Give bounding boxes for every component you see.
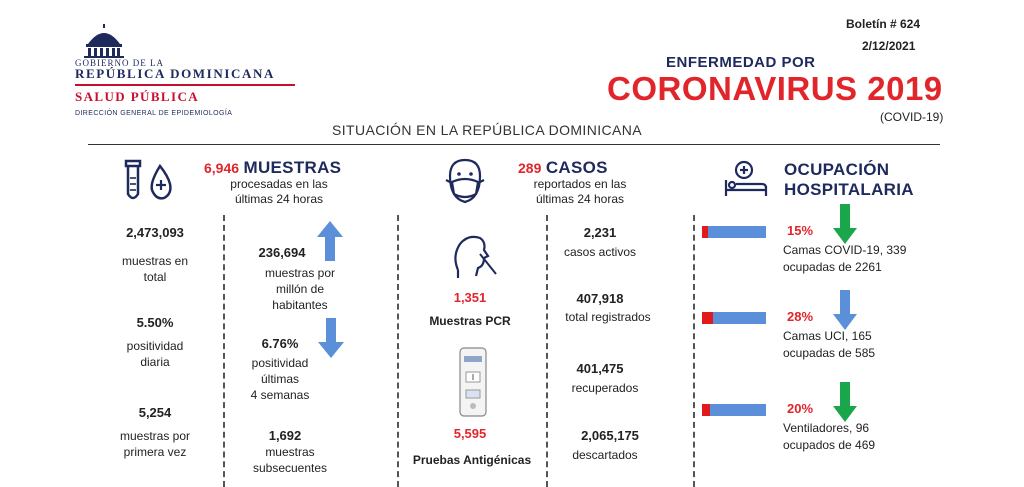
coronavirus-title: CORONAVIRUS 2019 — [607, 70, 943, 107]
occupancy-bar — [702, 312, 766, 324]
muestras-title: MUESTRAS — [243, 158, 342, 177]
arrow-up-icon — [317, 221, 343, 261]
gov-divider — [75, 84, 295, 86]
muestras-millon-label: muestras por millón de habitantes — [240, 265, 360, 313]
subsecuentes-value: 1,692 — [268, 428, 302, 443]
subsecuentes-label: muestras subsecuentes — [240, 444, 340, 476]
pcr-value: 1,351 — [453, 290, 487, 305]
direccion-subtitle: DIRECCIÓN GENERAL DE EPIDEMIOLOGÍA — [75, 110, 233, 117]
arrow-down-icon — [318, 318, 344, 358]
muestras-sub: procesadas en las últimas 24 horas — [214, 177, 344, 207]
occupancy-line2: ocupadas de 585 — [783, 346, 876, 360]
positividad-4sem-label: positividad últimas 4 semanas — [240, 355, 320, 403]
recuperados-value: 401,475 — [576, 361, 624, 376]
descartados-value: 2,065,175 — [581, 428, 639, 443]
antigen-test-icon — [459, 347, 487, 417]
occupancy-description: Ventiladores, 96 ocupados de 469 — [783, 420, 875, 454]
subsecuentes-line2: subsecuentes — [252, 461, 328, 475]
muestras-divider — [223, 215, 225, 487]
occupancy-line1: Camas UCI, 165 — [783, 329, 872, 343]
occupancy-bar-fill — [702, 226, 708, 238]
occupancy-line2: ocupados de 469 — [783, 438, 876, 452]
total-registrados-label: total registrados — [565, 310, 651, 324]
muestras-millon-line1: muestras por — [264, 266, 336, 280]
positividad-4sem-value: 6.76% — [261, 336, 299, 351]
occupancy-line2: ocupadas de 2261 — [783, 260, 882, 274]
ocupacion-title-line1: OCUPACIÓN — [784, 160, 890, 179]
occupancy-description: Camas UCI, 165 ocupadas de 585 — [783, 328, 875, 362]
casos-sub-line2: últimas 24 horas — [535, 192, 625, 206]
arrow-down-icon — [833, 204, 857, 244]
muestras-total-label: muestras en total — [100, 253, 210, 285]
occupancy-line1: Ventiladores, 96 — [783, 421, 870, 435]
muestras-24h-count: 6,946 — [204, 160, 240, 176]
muestras-millon-line3: habitantes — [272, 298, 328, 312]
muestras-millon-value: 236,694 — [258, 245, 306, 260]
masked-face-icon — [445, 158, 485, 204]
arrow-down-icon — [833, 290, 857, 330]
casos-ocupacion-divider — [693, 215, 695, 487]
muestras-sub-line2: últimas 24 horas — [234, 192, 324, 206]
occupancy-bar — [702, 404, 766, 416]
recuperados-label: recuperados — [571, 381, 639, 395]
casos-sub-line1: reportados en las — [533, 177, 627, 191]
descartados-label: descartados — [572, 448, 638, 462]
occupancy-percent: 20% — [787, 401, 814, 416]
boletin-number: Boletín # 624 — [846, 17, 921, 31]
casos-activos-label: casos activos — [563, 245, 637, 259]
casos-24h-count: 289 — [518, 160, 542, 176]
positividad-diaria-line1: positividad — [126, 339, 184, 353]
casos-sub: reportados en las últimas 24 horas — [515, 177, 645, 207]
subsecuentes-line1: muestras — [265, 445, 315, 459]
situacion-divider — [88, 144, 940, 145]
positividad-4sem-line2: últimas — [260, 372, 299, 386]
occupancy-percent: 28% — [787, 309, 814, 324]
occupancy-percent: 15% — [787, 223, 814, 238]
gov-line-2: REPÚBLICA DOMINICANA — [75, 66, 275, 81]
nasal-swab-icon — [454, 235, 497, 278]
primera-vez-label: muestras por primera vez — [95, 428, 215, 460]
primera-vez-line2: primera vez — [123, 445, 187, 459]
muestras-total-value: 2,473,093 — [126, 225, 184, 240]
muestras-total-line2: total — [143, 270, 167, 284]
primera-vez-value: 5,254 — [138, 405, 172, 420]
muestras-millon-line2: millón de — [275, 282, 325, 296]
muestras-heading: 6,946 MUESTRAS — [204, 158, 341, 178]
casos-divider — [546, 215, 548, 487]
pcr-label: Muestras PCR — [429, 314, 511, 328]
ocupacion-title-line2: HOSPITALARIA — [784, 180, 914, 199]
antigen-label: Pruebas Antigénicas — [412, 453, 532, 467]
antigen-value: 5,595 — [453, 426, 487, 441]
primera-vez-line1: muestras por — [119, 429, 191, 443]
positividad-diaria-label: positividad diaria — [100, 338, 210, 370]
positividad-diaria-value: 5.50% — [136, 315, 174, 330]
test-tube-drop-icon — [124, 159, 172, 200]
total-registrados-value: 407,918 — [576, 291, 624, 306]
hospital-bed-icon — [724, 160, 768, 196]
positividad-diaria-line2: diaria — [140, 355, 170, 369]
casos-title: CASOS — [545, 158, 608, 177]
positividad-4sem-line1: positividad — [251, 356, 309, 370]
occupancy-description: Camas COVID-19, 339 ocupadas de 2261 — [783, 242, 906, 276]
occupancy-line1: Camas COVID-19, 339 — [783, 243, 907, 257]
enfermedad-label: ENFERMEDAD POR — [666, 54, 816, 71]
capitol-dome-logo-icon — [84, 24, 124, 58]
positividad-4sem-line3: 4 semanas — [250, 388, 310, 402]
muestras-casos-divider — [397, 215, 399, 487]
ocupacion-title: OCUPACIÓN HOSPITALARIA — [784, 160, 914, 200]
casos-activos-value: 2,231 — [583, 225, 617, 240]
salud-publica-title: SALUD PÚBLICA — [75, 89, 200, 104]
muestras-total-line1: muestras en — [121, 254, 189, 268]
boletin-date: 2/12/2021 — [862, 39, 916, 53]
situacion-heading: SITUACIÓN EN LA REPÚBLICA DOMINICANA — [332, 122, 643, 138]
muestras-sub-line1: procesadas en las — [230, 177, 328, 191]
occupancy-bar — [702, 226, 766, 238]
casos-heading: 289 CASOS — [518, 158, 608, 178]
covid-label: (COVID-19) — [880, 110, 944, 124]
occupancy-bar-fill — [702, 404, 710, 416]
gov-line-1: GOBIERNO DE LA — [75, 58, 164, 68]
occupancy-bar-fill — [702, 312, 713, 324]
arrow-down-icon — [833, 382, 857, 422]
